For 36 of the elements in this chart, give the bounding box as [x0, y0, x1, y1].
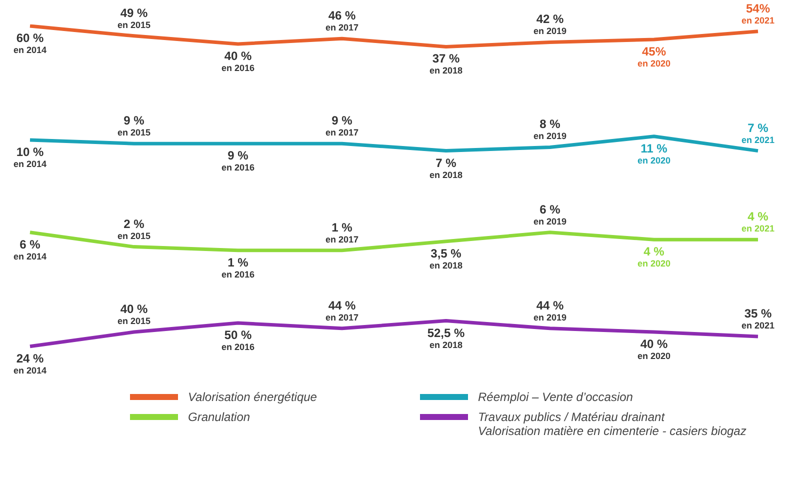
data-label: 40 % en 2015	[117, 302, 151, 326]
data-label: 24 % en 2014	[13, 351, 47, 376]
data-label: 52,5 % en 2018	[427, 326, 466, 350]
legend-label: Granulation	[188, 410, 250, 424]
data-label: 4 % en 2021	[741, 210, 775, 234]
data-label: 6 % en 2019	[533, 202, 567, 226]
data-label: 9 % en 2017	[325, 114, 359, 138]
data-label: 42 % en 2019	[533, 12, 567, 36]
data-label: 44 % en 2019	[533, 298, 567, 322]
data-label: 54% en 2021	[741, 1, 775, 26]
data-label: 11 % en 2020	[637, 141, 671, 166]
data-label: 9 % en 2016	[221, 148, 255, 173]
data-label: 10 % en 2014	[13, 145, 47, 169]
data-label: 44 % en 2017	[325, 298, 359, 322]
data-label: 35 % en 2021	[741, 306, 775, 330]
data-label: 40 % en 2016	[221, 49, 255, 73]
data-label: 46 % en 2017	[325, 8, 359, 33]
data-label: 3,5 % en 2018	[429, 246, 463, 270]
data-label: 9 % en 2015	[117, 114, 151, 138]
legend-label: Travaux publics / Matériau drainant Valorisation matière en cimenterie - casiers biogaz	[478, 410, 746, 438]
data-label: 8 % en 2019	[533, 117, 567, 142]
legend-label: Réemploi – Vente d’occasion	[478, 390, 633, 404]
data-label: 1 % en 2016	[221, 255, 255, 280]
data-label: 1 % en 2017	[325, 220, 359, 244]
data-label: 45% en 2020	[637, 44, 671, 68]
data-label: 50 % en 2016	[221, 328, 255, 352]
data-label: 6 % en 2014	[13, 237, 47, 262]
data-label: 2 % en 2015	[117, 216, 151, 241]
legend-label: Valorisation énergétique	[188, 390, 317, 404]
data-label: 7 % en 2018	[429, 156, 463, 180]
data-label: 60 % en 2014	[13, 31, 47, 55]
data-label: 7 % en 2021	[741, 120, 775, 145]
data-label: 40 % en 2020	[637, 337, 671, 361]
data-label: 49 % en 2015	[117, 6, 151, 30]
data-label: 37 % en 2018	[429, 52, 463, 76]
data-label: 4 % en 2020	[637, 244, 671, 269]
